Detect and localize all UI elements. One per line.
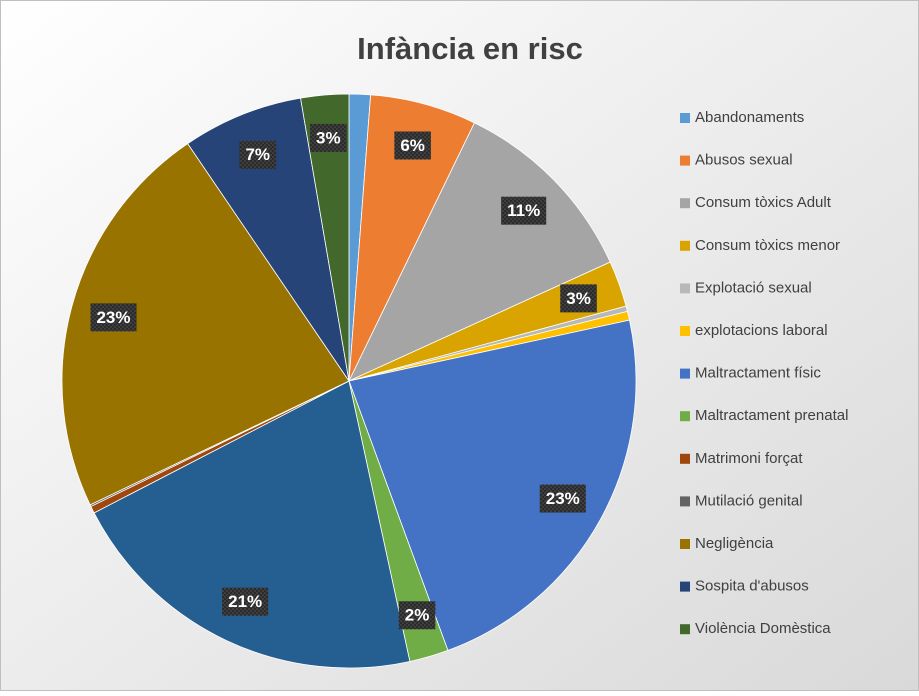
data-label: 23% [546,489,580,508]
data-label-box [239,140,277,169]
legend-swatch [680,326,690,336]
pie-slice [61,143,350,506]
legend-swatch [680,198,690,209]
pie-slice [348,319,637,651]
legend-swatch [680,624,690,635]
data-label-box [394,131,431,160]
legend-label: Mutilació genital [695,492,803,509]
data-label-box [398,601,436,630]
legend-label: Maltractament prenatal [695,407,848,424]
data-label-box [222,587,269,616]
data-label-box [90,303,137,332]
legend-swatch [680,240,690,251]
data-label: 11% [507,201,540,220]
legend-label: Consum tòxics Adult [695,194,832,211]
legend-swatch [680,411,690,422]
pie-slice [187,97,350,382]
pie-slice [93,380,411,669]
legend-label: Explotació sexual [695,279,812,296]
data-label: 6% [400,136,425,155]
legend-label: Consum tòxics menor [695,237,840,254]
legend-label: Negligència [695,535,774,552]
pie-slice [348,122,611,382]
legend-label: explotacions laboral [695,322,828,339]
data-label: 3% [316,128,341,147]
data-label: 21% [228,592,262,611]
legend-swatch [680,496,690,507]
legend-label: Sospita d'abusos [695,578,809,595]
chart-title: Infància en risc [357,31,583,66]
legend-swatch [680,581,690,592]
legend-swatch [680,539,690,549]
data-label: 23% [96,308,130,327]
data-label-box [501,196,547,225]
data-label: 7% [245,145,270,164]
legend-label: Abusos sexual [695,152,793,169]
data-label-box [560,284,597,313]
pie-slice [300,93,350,382]
legend-swatch [680,453,690,464]
legend-swatch [680,283,690,294]
data-label: 2% [405,606,430,625]
legend-label: Violència Domèstica [695,620,831,637]
legend-swatch [680,113,690,123]
data-label: 3% [566,289,591,308]
legend-label: Abandonaments [695,109,804,126]
legend-label: Maltractament físic [695,365,821,382]
data-label-box [539,484,586,513]
data-label-box [310,123,347,152]
legend-swatch [680,155,690,166]
legend-swatch [680,368,690,379]
legend-label: Matrimoni forçat [695,450,803,467]
